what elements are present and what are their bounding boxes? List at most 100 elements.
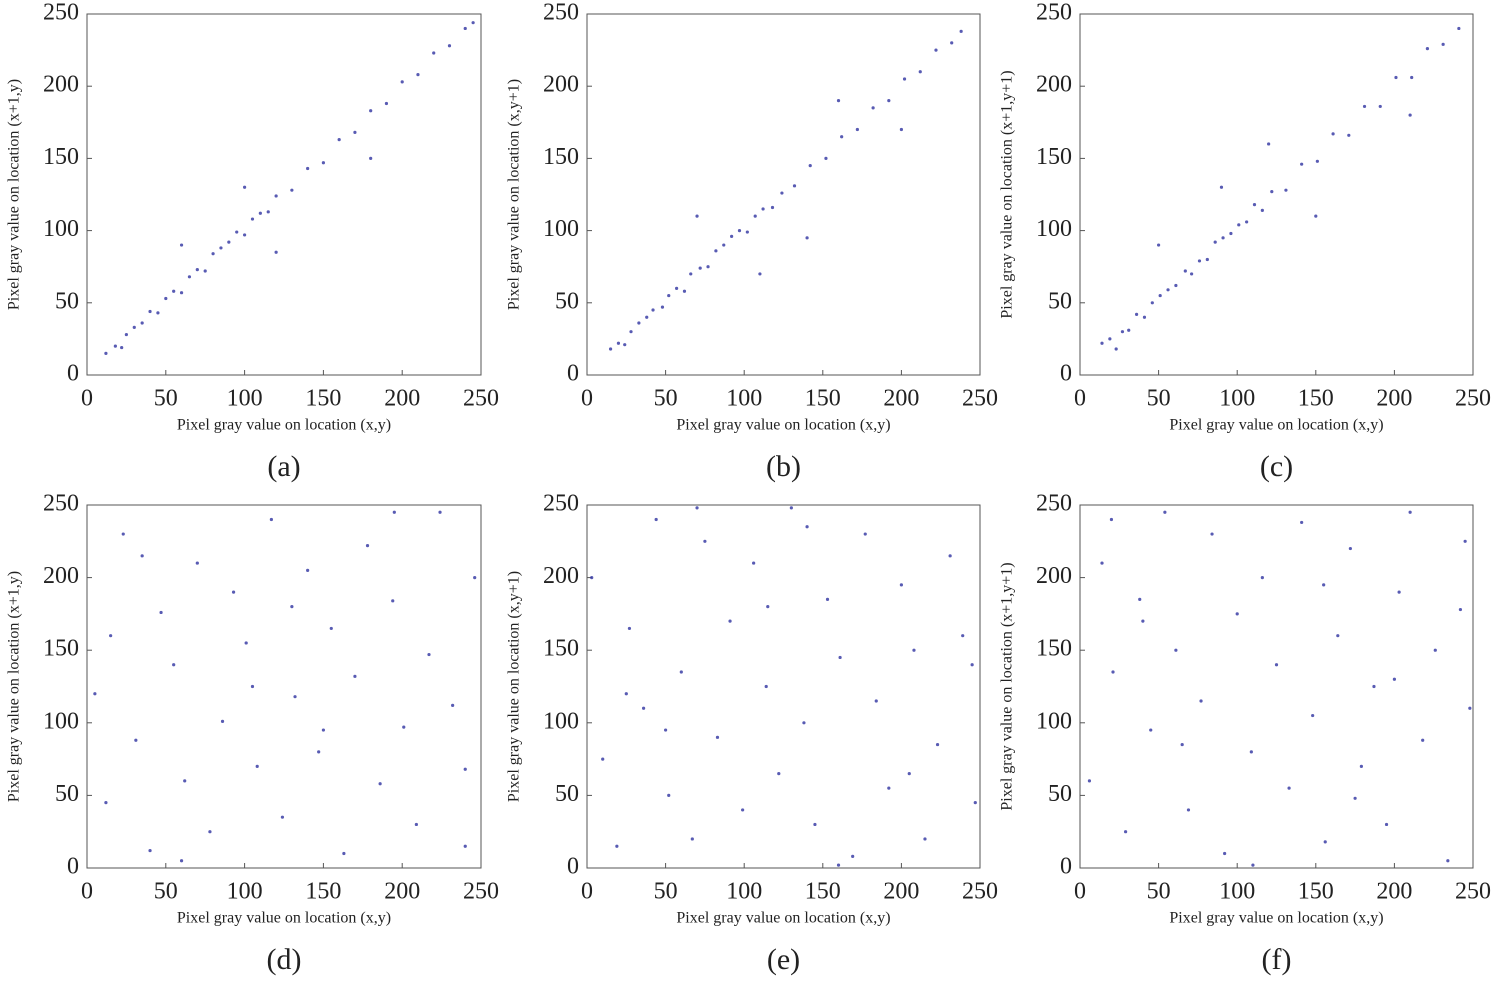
point [473,576,477,580]
point [1149,728,1153,732]
point [1123,830,1128,834]
point [1205,257,1209,262]
point [329,626,333,631]
point [109,634,113,638]
point [902,77,907,81]
point [400,80,404,84]
point [667,793,671,798]
point [764,684,768,689]
point [918,70,922,74]
y-tick-label: 200 [543,563,579,589]
point [140,321,144,325]
point [608,347,613,351]
point [231,590,236,594]
y-tick-label: 150 [1036,144,1072,170]
x-tick-label: 150 [805,879,841,905]
point [1331,132,1335,136]
point [1199,699,1203,703]
point [761,207,765,211]
point [690,837,694,841]
point [1190,272,1194,276]
point [195,267,199,272]
x-axis-label: Pixel gray value on location (x,y) [676,910,890,927]
point [758,272,762,276]
point [1421,738,1425,742]
point [156,311,160,315]
point [1378,104,1382,109]
x-tick-label: 0 [1074,879,1086,905]
x-tick-label: 50 [1147,386,1171,412]
point [164,296,168,301]
x-axis-label: Pixel gray value on location (x,y) [177,910,391,927]
y-tick-label: 0 [1060,854,1072,880]
point [321,161,325,165]
point [1410,75,1414,80]
point [805,525,809,529]
x-tick-label: 250 [1455,879,1491,905]
point [1251,863,1255,867]
panel: 0 50 100 150 200 250 0 50 100 150 200 250 Pixel gray… [999,491,1491,976]
point [959,29,963,33]
point [714,249,718,253]
point [321,728,325,732]
point [432,51,436,55]
y-tick-label: 100 [543,708,579,734]
y-tick-label: 150 [1036,636,1072,662]
x-tick-label: 200 [384,386,420,412]
x-tick-label: 50 [154,879,178,905]
point [715,735,720,739]
x-tick-label: 250 [962,386,998,412]
panel: 0 50 100 150 200 250 0 50 100 150 200 250 Pixel gray… [6,0,499,483]
point [601,757,605,761]
point [250,684,255,689]
x-tick-label: 100 [227,386,263,412]
point [836,99,841,103]
point [1314,214,1318,218]
point [159,610,163,615]
point [679,670,683,674]
point [280,815,285,819]
y-tick-label: 50 [555,781,579,807]
point [148,309,152,314]
y-tick-label: 0 [567,854,579,880]
point [934,48,938,52]
point [1109,517,1114,522]
point [616,341,621,345]
y-tick-label: 250 [43,0,79,26]
point [1174,283,1178,288]
point [703,539,707,543]
x-tick-label: 250 [463,879,499,905]
point [1260,208,1264,212]
x-tick-label: 0 [81,879,93,905]
point [269,517,273,522]
point [695,214,699,218]
point [590,576,594,580]
x-tick-label: 0 [1074,386,1086,412]
point [134,738,138,742]
point [863,532,867,536]
point [148,848,152,853]
y-axis-label: Pixel gray value on location (x+1,y+1) [999,562,1016,810]
point [203,269,207,273]
panel: 0 50 100 150 200 250 0 50 100 150 200 250 Pixel gray… [506,491,998,976]
point [93,692,97,696]
point [682,289,687,293]
point [365,544,370,548]
point [1408,113,1412,117]
point [172,289,176,293]
x-tick-label: 150 [305,386,341,412]
x-axis-label: Pixel gray value on location (x,y) [1169,417,1383,434]
point [250,217,255,221]
point [615,844,619,848]
point [1397,590,1401,594]
point [627,626,632,631]
x-tick-label: 150 [805,386,841,412]
point [1174,648,1178,652]
y-tick-label: 250 [543,491,579,517]
point [1252,203,1257,207]
point [660,305,665,309]
point [1433,648,1437,652]
point [255,764,259,768]
point [220,719,225,723]
